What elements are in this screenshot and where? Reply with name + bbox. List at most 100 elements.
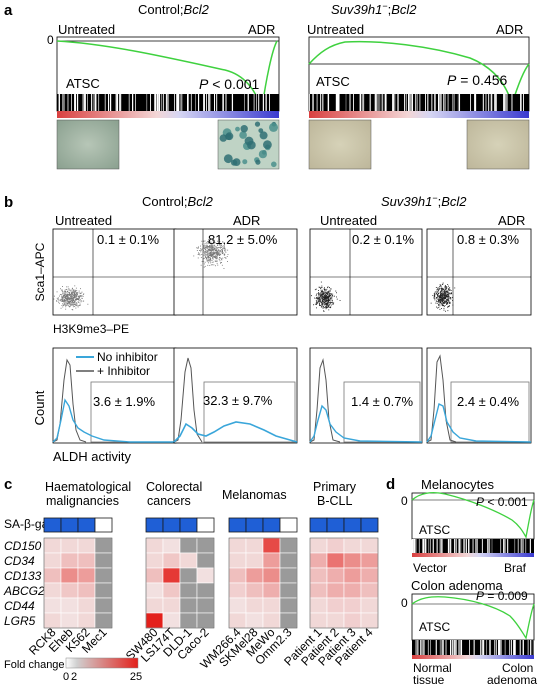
flow-event	[325, 290, 327, 292]
stained-cell	[239, 131, 247, 139]
barcode-gap	[427, 640, 429, 655]
heatmap-cell	[360, 582, 379, 599]
flow-event	[323, 294, 325, 296]
panel-a-left-barcode	[57, 94, 279, 111]
flow-event	[324, 295, 326, 297]
flow-event	[210, 252, 212, 253]
flow-event	[320, 296, 322, 298]
panel-a-right-gene-set: ATSC	[316, 74, 350, 89]
flow-event	[450, 292, 452, 294]
flow-event	[74, 301, 75, 303]
barcode-gap	[442, 640, 444, 655]
flow-event	[72, 294, 73, 296]
flow-event	[214, 242, 216, 244]
flow-event	[440, 295, 442, 297]
barcode-gap	[425, 539, 426, 553]
barcode-gap	[110, 94, 112, 111]
flow-event	[438, 305, 440, 307]
flow-event	[320, 294, 322, 296]
flow-event	[326, 297, 327, 299]
flow-event	[329, 292, 331, 294]
flow-event	[73, 295, 75, 296]
flow-event	[325, 303, 327, 305]
flow-event	[206, 258, 208, 260]
flow-event	[317, 293, 319, 295]
flow-event	[318, 301, 319, 303]
flow-event	[61, 296, 62, 298]
flow-event	[446, 286, 448, 288]
heatmap-cell	[326, 552, 345, 569]
barcode-gap	[178, 94, 180, 111]
panel-a-left-micrograph-untreated	[56, 119, 120, 170]
flow-event	[450, 290, 452, 291]
heatmap-cell	[360, 597, 379, 614]
flow-event	[323, 303, 325, 304]
flow-event	[80, 292, 82, 294]
flow-event	[71, 300, 73, 302]
flow-event	[63, 294, 65, 296]
flow-event	[70, 295, 72, 296]
flow-event	[320, 287, 322, 289]
barcode-gap	[392, 94, 394, 111]
flow-event	[218, 258, 220, 260]
barcode-gap	[500, 640, 502, 655]
barcode-gap	[530, 640, 532, 655]
flow-event	[69, 294, 70, 295]
flow-event	[447, 303, 449, 305]
barcode-gap	[482, 94, 484, 111]
panel-d-top-pvalue: P < 0.001	[476, 495, 528, 509]
flow-event	[68, 288, 70, 290]
heatmap-cell	[245, 537, 264, 554]
flow-event	[61, 294, 63, 296]
flow-event	[437, 291, 439, 293]
flow-event	[224, 254, 226, 256]
heatmap-cell	[228, 567, 247, 584]
flow-event	[215, 257, 217, 259]
flow-event	[444, 294, 446, 296]
flow-event	[329, 306, 331, 308]
flow-event	[78, 305, 80, 307]
flow-event	[203, 260, 205, 262]
flow-event	[65, 289, 67, 290]
flow-event	[207, 248, 209, 250]
flow-event	[321, 293, 323, 295]
aldh-histogram-control-untreated	[52, 347, 177, 444]
flow-event	[79, 292, 81, 294]
flow-event	[201, 261, 203, 262]
barcode-gap	[116, 94, 118, 111]
flow-event	[215, 252, 217, 253]
heatmap-cell	[309, 567, 328, 584]
flow-event	[62, 298, 63, 300]
flow-event	[219, 246, 221, 248]
flow-event	[210, 253, 212, 254]
flow-event	[332, 295, 334, 297]
barcode-gap	[154, 94, 156, 111]
flow-event	[68, 297, 70, 299]
flow-event	[209, 258, 211, 260]
flow-event	[197, 254, 199, 255]
flow-event	[448, 293, 450, 295]
flow-event	[72, 299, 74, 301]
flow-event	[78, 290, 80, 292]
flow-event	[72, 303, 74, 305]
heatmap-cell	[360, 567, 379, 584]
panel-a-right-rank-bar	[309, 111, 529, 118]
barcode-gap	[404, 94, 406, 111]
flow-event	[318, 290, 319, 291]
flow-event	[64, 289, 66, 291]
heatmap-cell	[77, 597, 96, 614]
flow-event	[448, 289, 450, 291]
flow-event	[73, 293, 75, 295]
flow-event	[437, 295, 438, 297]
flow-event	[63, 292, 65, 294]
flow-event	[209, 262, 211, 264]
flow-event	[214, 253, 216, 255]
flow-event	[430, 302, 432, 304]
flow-event	[324, 302, 325, 303]
flow-event	[224, 257, 226, 258]
gene-label-cd34: CD34	[4, 554, 35, 568]
flow-event	[73, 302, 74, 304]
group-title-haematological-2: malignancies	[46, 494, 119, 508]
flow-event	[447, 296, 449, 298]
